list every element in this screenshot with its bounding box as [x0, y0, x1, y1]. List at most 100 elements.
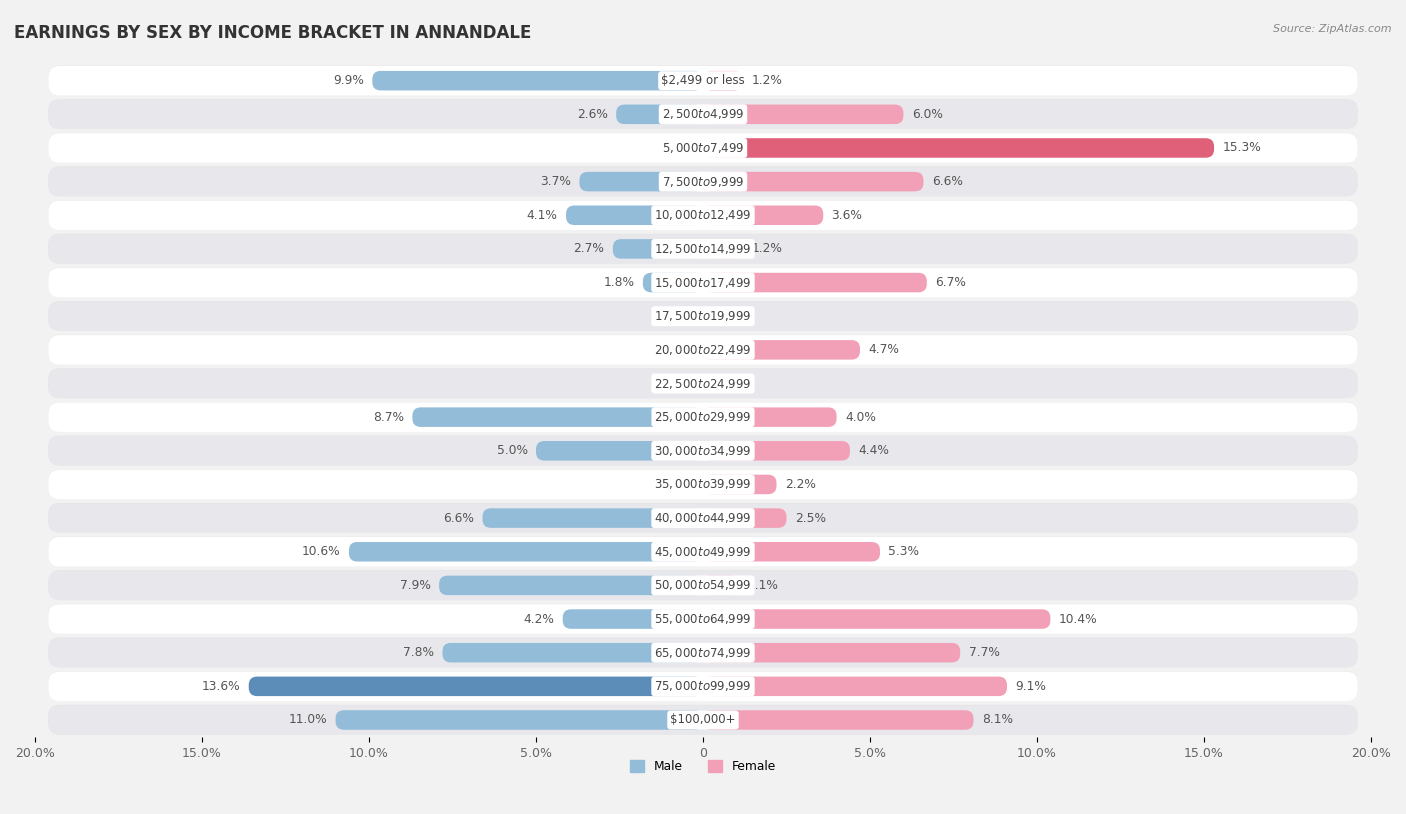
- FancyBboxPatch shape: [48, 672, 1358, 701]
- Text: 6.6%: 6.6%: [443, 512, 474, 524]
- Text: 2.7%: 2.7%: [574, 243, 605, 256]
- FancyBboxPatch shape: [703, 239, 744, 259]
- Text: 2.5%: 2.5%: [794, 512, 825, 524]
- Text: $5,000 to $7,499: $5,000 to $7,499: [662, 141, 744, 155]
- FancyBboxPatch shape: [48, 604, 1358, 634]
- FancyBboxPatch shape: [703, 711, 973, 729]
- FancyBboxPatch shape: [48, 638, 1358, 667]
- FancyBboxPatch shape: [703, 610, 1050, 628]
- FancyBboxPatch shape: [562, 610, 703, 628]
- Text: 8.1%: 8.1%: [981, 714, 1012, 726]
- Text: 9.1%: 9.1%: [1015, 680, 1046, 693]
- FancyBboxPatch shape: [48, 672, 1358, 701]
- Text: 11.0%: 11.0%: [288, 714, 328, 726]
- Text: 7.7%: 7.7%: [969, 646, 1000, 659]
- Text: $50,000 to $54,999: $50,000 to $54,999: [654, 579, 752, 593]
- Text: 4.0%: 4.0%: [845, 410, 876, 423]
- Text: 4.7%: 4.7%: [869, 344, 900, 357]
- Text: EARNINGS BY SEX BY INCOME BRACKET IN ANNANDALE: EARNINGS BY SEX BY INCOME BRACKET IN ANN…: [14, 24, 531, 42]
- FancyBboxPatch shape: [703, 340, 860, 360]
- Text: 10.6%: 10.6%: [302, 545, 340, 558]
- Text: $45,000 to $49,999: $45,000 to $49,999: [654, 545, 752, 558]
- Text: $17,500 to $19,999: $17,500 to $19,999: [654, 309, 752, 323]
- Text: $100,000+: $100,000+: [671, 714, 735, 726]
- FancyBboxPatch shape: [412, 407, 703, 427]
- Text: 4.2%: 4.2%: [523, 613, 554, 625]
- FancyBboxPatch shape: [48, 167, 1358, 196]
- Text: $40,000 to $44,999: $40,000 to $44,999: [654, 511, 752, 525]
- FancyBboxPatch shape: [703, 676, 1007, 696]
- FancyBboxPatch shape: [48, 301, 1358, 331]
- FancyBboxPatch shape: [48, 167, 1358, 196]
- FancyBboxPatch shape: [643, 273, 703, 292]
- FancyBboxPatch shape: [48, 335, 1358, 365]
- FancyBboxPatch shape: [703, 138, 1213, 158]
- FancyBboxPatch shape: [48, 301, 1358, 330]
- Text: 7.9%: 7.9%: [399, 579, 430, 592]
- FancyBboxPatch shape: [48, 571, 1358, 600]
- FancyBboxPatch shape: [48, 66, 1358, 95]
- Text: 0.0%: 0.0%: [664, 142, 695, 155]
- Text: $20,000 to $22,499: $20,000 to $22,499: [654, 343, 752, 357]
- Text: 7.8%: 7.8%: [404, 646, 434, 659]
- FancyBboxPatch shape: [703, 542, 880, 562]
- Text: 0.0%: 0.0%: [664, 478, 695, 491]
- Text: 9.9%: 9.9%: [333, 74, 364, 87]
- FancyBboxPatch shape: [703, 172, 924, 191]
- FancyBboxPatch shape: [703, 205, 824, 225]
- Text: $75,000 to $99,999: $75,000 to $99,999: [654, 680, 752, 694]
- FancyBboxPatch shape: [48, 470, 1358, 499]
- FancyBboxPatch shape: [48, 200, 1358, 230]
- Text: 0.0%: 0.0%: [711, 377, 742, 390]
- Text: 3.6%: 3.6%: [831, 208, 862, 221]
- Text: $15,000 to $17,499: $15,000 to $17,499: [654, 276, 752, 290]
- FancyBboxPatch shape: [48, 435, 1358, 466]
- Text: Source: ZipAtlas.com: Source: ZipAtlas.com: [1274, 24, 1392, 34]
- FancyBboxPatch shape: [48, 268, 1358, 297]
- FancyBboxPatch shape: [703, 71, 744, 90]
- FancyBboxPatch shape: [703, 104, 904, 124]
- FancyBboxPatch shape: [48, 99, 1358, 129]
- FancyBboxPatch shape: [48, 436, 1358, 466]
- Text: 0.0%: 0.0%: [664, 309, 695, 322]
- Text: 15.3%: 15.3%: [1222, 142, 1261, 155]
- FancyBboxPatch shape: [48, 335, 1358, 365]
- FancyBboxPatch shape: [48, 637, 1358, 667]
- FancyBboxPatch shape: [482, 508, 703, 527]
- Text: 1.1%: 1.1%: [748, 579, 779, 592]
- FancyBboxPatch shape: [703, 273, 927, 292]
- Text: $7,500 to $9,999: $7,500 to $9,999: [662, 175, 744, 189]
- Text: $12,500 to $14,999: $12,500 to $14,999: [654, 242, 752, 256]
- Text: 0.0%: 0.0%: [664, 377, 695, 390]
- Text: 5.0%: 5.0%: [496, 444, 527, 457]
- Text: $2,499 or less: $2,499 or less: [661, 74, 745, 87]
- Text: 2.6%: 2.6%: [576, 107, 607, 120]
- Text: $65,000 to $74,999: $65,000 to $74,999: [654, 646, 752, 659]
- FancyBboxPatch shape: [48, 571, 1358, 600]
- Text: 10.4%: 10.4%: [1059, 613, 1097, 625]
- FancyBboxPatch shape: [439, 575, 703, 595]
- Text: $35,000 to $39,999: $35,000 to $39,999: [654, 478, 752, 492]
- FancyBboxPatch shape: [703, 407, 837, 427]
- Text: $2,500 to $4,999: $2,500 to $4,999: [662, 107, 744, 121]
- Text: 0.0%: 0.0%: [711, 309, 742, 322]
- FancyBboxPatch shape: [613, 239, 703, 259]
- FancyBboxPatch shape: [48, 234, 1358, 264]
- FancyBboxPatch shape: [48, 268, 1358, 297]
- FancyBboxPatch shape: [703, 643, 960, 663]
- Text: $22,500 to $24,999: $22,500 to $24,999: [654, 377, 752, 391]
- FancyBboxPatch shape: [567, 205, 703, 225]
- Text: 4.4%: 4.4%: [858, 444, 889, 457]
- FancyBboxPatch shape: [48, 503, 1358, 532]
- Text: 1.2%: 1.2%: [751, 74, 782, 87]
- FancyBboxPatch shape: [48, 200, 1358, 230]
- Text: $30,000 to $34,999: $30,000 to $34,999: [654, 444, 752, 457]
- FancyBboxPatch shape: [349, 542, 703, 562]
- FancyBboxPatch shape: [48, 705, 1358, 735]
- FancyBboxPatch shape: [703, 575, 740, 595]
- FancyBboxPatch shape: [703, 508, 786, 527]
- FancyBboxPatch shape: [443, 643, 703, 663]
- Text: 1.2%: 1.2%: [751, 243, 782, 256]
- FancyBboxPatch shape: [48, 402, 1358, 432]
- FancyBboxPatch shape: [249, 676, 703, 696]
